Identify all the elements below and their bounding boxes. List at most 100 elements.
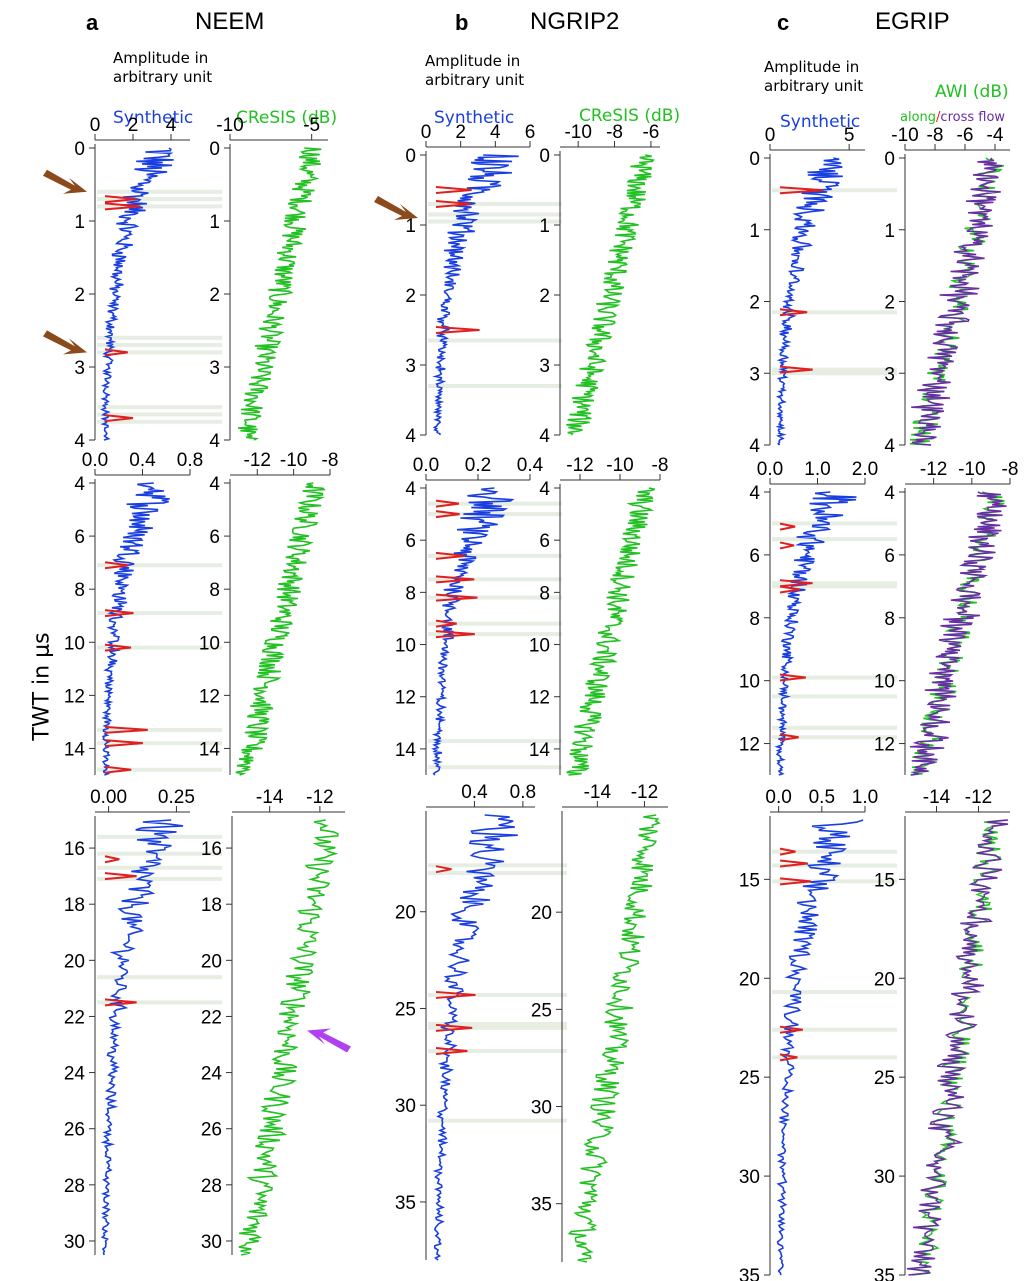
y-tick-label: 14 — [199, 739, 221, 760]
highlight-band — [97, 335, 222, 340]
panel-b-letter: b — [455, 10, 469, 35]
x-tick-label: 2 — [128, 115, 139, 136]
highlight-peak — [779, 1053, 798, 1062]
panel-c-synthetic-label: Synthetic — [780, 112, 861, 132]
highlight-band — [772, 1027, 897, 1032]
y-tick-label: 10 — [739, 672, 760, 693]
x-tick-label: -10 — [564, 122, 591, 143]
highlight-peak — [779, 186, 824, 195]
y-tick-label: 20 — [201, 951, 222, 972]
highlight-band — [97, 343, 222, 348]
highlight-peak — [435, 551, 466, 560]
panel-b-radar-label: CReSIS (dB) — [579, 106, 681, 126]
y-tick-label: 26 — [64, 1120, 85, 1141]
y-tick-label: 10 — [199, 633, 220, 654]
highlight-band — [428, 501, 562, 506]
highlight-band — [772, 863, 897, 868]
highlight-band — [97, 412, 222, 417]
y-tick-label: 12 — [529, 688, 550, 709]
y-tick-label: 12 — [199, 686, 220, 707]
panel-b-title: NGRIP2 — [530, 8, 620, 35]
highlight-band — [428, 212, 562, 217]
y-tick-label: 1 — [405, 216, 416, 237]
y-tick-label: 4 — [405, 426, 416, 447]
y-tick-label: 0 — [749, 149, 760, 170]
y-tick-label: 30 — [201, 1232, 222, 1253]
highlight-peak — [104, 348, 128, 357]
y-tick-label: 35 — [739, 1266, 760, 1281]
x-tick-label: 2.0 — [852, 459, 878, 480]
highlight-band — [428, 1021, 567, 1026]
highlight-band — [772, 537, 897, 542]
highlight-peak — [435, 619, 457, 628]
y-tick-label: 30 — [395, 1096, 416, 1117]
y-tick-label: 4 — [209, 474, 220, 495]
y-tick-label: 16 — [201, 839, 222, 860]
highlight-band — [428, 632, 562, 637]
highlight-peak — [779, 847, 796, 856]
highlight-peak — [104, 609, 134, 618]
cross-label: cross flow — [940, 110, 1006, 125]
highlight-peak — [435, 1047, 468, 1056]
y-tick-label: 12 — [64, 686, 85, 707]
y-tick-label: 20 — [739, 969, 760, 990]
synthetic-series-line — [432, 154, 519, 436]
y-tick-label: 30 — [739, 1167, 760, 1188]
y-tick-label: 3 — [884, 364, 895, 385]
highlight-peak — [435, 990, 476, 999]
cresis-series-line — [566, 487, 656, 776]
y-tick-label: 25 — [531, 1000, 552, 1021]
y-tick-label: 30 — [874, 1167, 895, 1188]
highlight-band — [772, 675, 897, 680]
highlight-band — [428, 765, 562, 770]
y-tick-label: 3 — [539, 356, 550, 377]
y-tick-label: 25 — [739, 1068, 760, 1089]
y-tick-label: 0 — [74, 139, 85, 160]
y-tick-label: 18 — [201, 895, 222, 916]
highlight-peak — [779, 308, 808, 317]
highlight-peak — [779, 522, 796, 531]
y-tick-label: 4 — [74, 431, 85, 452]
y-tick-label: 14 — [64, 739, 86, 760]
layer-arrow — [374, 196, 418, 220]
panel-b-amp-label: Amplitude in arbitrary unit — [425, 52, 555, 90]
y-tick-label: 1 — [74, 212, 85, 233]
y-tick-label: 1 — [539, 216, 550, 237]
highlight-peak — [104, 998, 137, 1007]
panel-c-flow-legend: along/cross flow — [900, 110, 1005, 125]
highlight-peak — [435, 865, 452, 874]
y-tick-label: 30 — [531, 1098, 552, 1119]
y-tick-label: 8 — [405, 583, 416, 604]
x-tick-label: 4 — [166, 115, 177, 136]
highlight-band — [428, 577, 562, 582]
y-tick-label: 4 — [74, 474, 85, 495]
y-tick-label: 3 — [209, 358, 220, 379]
highlight-peak — [435, 575, 475, 584]
y-tick-label: 10 — [529, 636, 550, 657]
highlight-band — [97, 876, 222, 881]
slash-label: / — [936, 110, 941, 125]
cresis-series-line — [566, 154, 655, 436]
panel-b-synthetic-label: Synthetic — [434, 108, 515, 128]
layer-arrow — [307, 1028, 351, 1053]
y-tick-label: 24 — [64, 1064, 86, 1085]
x-tick-label: -12 — [965, 787, 992, 808]
y-tick-label: 0 — [539, 146, 550, 167]
x-tick-label: 0.00 — [90, 787, 127, 808]
highlight-band — [772, 1055, 897, 1060]
x-tick-label: -12 — [631, 782, 658, 803]
synthetic-series-line — [775, 157, 843, 446]
y-tick-label: 15 — [874, 870, 895, 891]
highlight-peak — [779, 541, 795, 550]
x-tick-label: -8 — [652, 455, 669, 476]
highlight-band — [428, 202, 562, 206]
highlight-peak — [779, 859, 808, 868]
highlight-peak — [779, 733, 799, 742]
x-tick-label: -8 — [1002, 459, 1019, 480]
y-tick-label: 35 — [531, 1195, 552, 1216]
y-tick-label: 6 — [749, 546, 760, 567]
highlight-band — [772, 310, 897, 315]
y-tick-label: 4 — [884, 436, 895, 457]
x-tick-label: -14 — [923, 787, 951, 808]
highlight-band — [772, 879, 897, 884]
